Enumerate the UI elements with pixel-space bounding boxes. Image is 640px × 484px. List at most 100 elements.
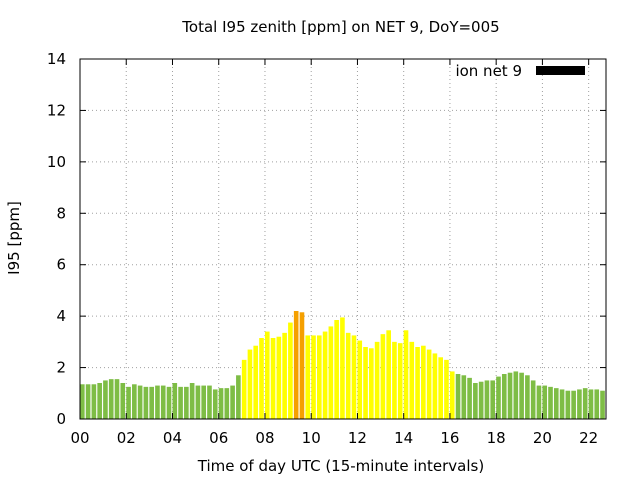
x-tick-label: 00 [70,429,89,447]
bar [496,376,501,419]
x-tick-label: 10 [302,429,321,447]
bar [432,353,438,419]
bar [322,331,328,419]
x-tick-label: 18 [487,429,506,447]
bar [224,388,230,419]
bar [421,345,426,419]
bar [132,384,137,419]
bar [230,385,235,419]
bar [357,340,363,419]
x-tick-label: 04 [163,429,182,447]
bar [166,386,172,419]
bar [340,317,345,419]
bar [513,371,519,419]
bar [467,377,472,419]
bar [108,379,114,419]
bar [80,384,85,419]
bar [530,380,536,419]
bar [259,338,264,419]
bar [553,388,559,419]
bar [351,335,357,419]
bar [345,332,351,419]
bar [392,341,397,419]
bar [571,390,576,419]
bar [525,375,530,419]
bar [588,389,594,419]
bar [548,386,553,419]
bar [519,372,524,419]
bar [149,386,154,419]
y-tick-label: 8 [56,204,66,222]
bar [582,388,588,419]
bar [559,389,565,419]
bar [328,326,334,419]
bar [178,386,183,419]
bar [201,385,207,419]
bar [507,372,513,419]
bar [236,375,241,419]
bar [241,359,247,419]
bar [444,359,449,419]
bar [542,385,548,419]
x-tick-label: 08 [255,429,274,447]
bar [293,311,299,419]
bar [189,383,195,419]
x-tick-label: 14 [394,429,413,447]
bar [478,381,484,419]
bar [369,348,374,419]
bar [594,389,600,419]
bar [374,341,380,419]
y-tick-label: 6 [56,256,66,274]
x-tick-label: 12 [348,429,367,447]
bar [103,380,108,419]
x-tick-label: 06 [209,429,228,447]
x-tick-label: 02 [117,429,136,447]
bar [85,384,91,419]
x-tick-label: 16 [440,429,459,447]
bar [288,322,293,419]
bar [380,334,386,419]
bar [172,383,178,419]
bar [316,335,322,419]
x-axis-label: Time of day UTC (15-minute intervals) [197,457,484,475]
bar [120,383,126,419]
bar [334,320,339,419]
bar [311,335,316,419]
bar [363,347,368,419]
bar [565,390,571,419]
y-tick-label: 10 [47,153,66,171]
legend-label: ion net 9 [455,62,522,80]
plot-frame [79,58,607,420]
bar [218,388,224,419]
bar [403,330,409,419]
bar [97,383,102,419]
x-tick-label: 22 [579,429,598,447]
y-axis-label: I95 [ppm] [5,201,23,275]
bar [386,330,391,419]
bar [577,389,582,419]
bar [91,384,97,419]
y-tick-label: 2 [56,359,66,377]
y-tick-label: 4 [56,307,66,325]
bar [449,371,455,419]
bar [600,390,605,419]
bar [212,389,218,419]
bar [536,385,542,419]
bar [253,345,259,419]
bar [438,357,443,419]
bar [426,349,432,419]
bar [484,380,490,419]
bars [80,311,605,419]
bar [247,349,253,419]
bar [137,385,143,419]
bar [299,312,305,419]
bar [455,374,461,419]
bar [409,341,415,419]
bar [126,386,131,419]
bar [155,385,160,419]
grid [80,59,606,419]
bar [501,374,507,419]
